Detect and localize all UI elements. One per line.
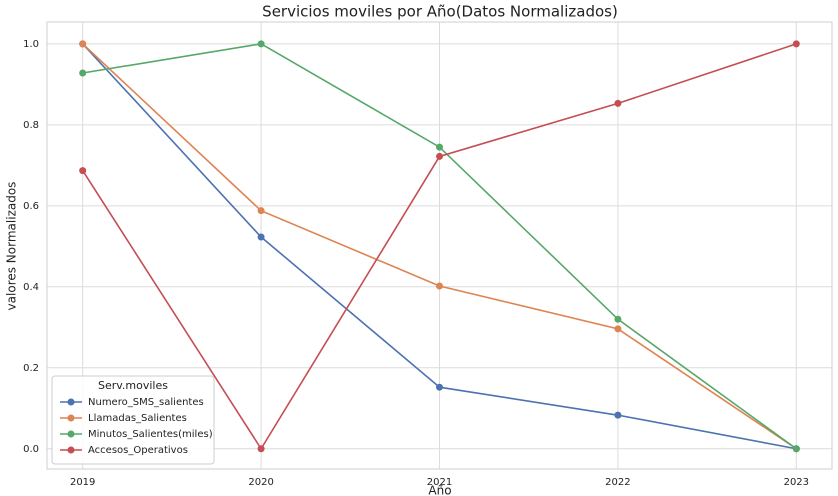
data-point [257, 233, 265, 241]
x-tick-label: 2022 [605, 477, 630, 488]
data-point [257, 40, 265, 48]
legend: Serv.moviles Numero_SMS_salientes Llamadas… [51, 375, 215, 465]
legend-marker [67, 414, 75, 422]
data-point [614, 325, 622, 333]
data-point [79, 69, 87, 77]
data-point [614, 99, 622, 107]
legend-marker [67, 398, 75, 406]
data-point [436, 282, 443, 290]
chart-title: Servicios moviles por Año(Datos Normaliz… [262, 3, 618, 21]
plot-frame [46, 21, 833, 470]
data-point [257, 207, 265, 215]
data-point [257, 445, 265, 453]
data-point [792, 445, 800, 453]
legend-label: Numero_SMS_salientes [88, 397, 204, 408]
data-point [436, 383, 443, 391]
y-tick-label: 0.6 [23, 201, 39, 212]
y-tick-label: 0.0 [23, 444, 39, 455]
legend-label: Accesos_Operativos [88, 445, 188, 456]
y-tick-label: 1.0 [23, 39, 39, 50]
data-point [79, 167, 87, 175]
x-tick-label: 2023 [784, 477, 809, 488]
legend-label: Minutos_Salientes(miles) [88, 429, 213, 440]
data-point [79, 40, 87, 48]
y-tick-label: 0.4 [23, 282, 39, 293]
legend-title: Serv.moviles [98, 379, 168, 392]
data-point [436, 143, 443, 151]
y-axis-label: valores Normalizados [5, 182, 19, 311]
data-point [614, 315, 622, 323]
legend-label: Llamadas_Salientes [88, 413, 187, 424]
y-tick-label: 0.8 [23, 120, 39, 131]
y-tick-label: 0.2 [23, 363, 39, 374]
data-point [436, 152, 443, 160]
data-point [614, 411, 622, 419]
x-tick-label: 2020 [248, 477, 273, 488]
legend-box [51, 375, 215, 465]
x-axis-label: Año [428, 484, 451, 496]
legend-marker [67, 446, 75, 454]
x-tick-label: 2019 [70, 477, 95, 488]
legend-marker [67, 430, 75, 438]
x-tick-label: 2021 [427, 477, 452, 488]
data-point [792, 40, 800, 48]
